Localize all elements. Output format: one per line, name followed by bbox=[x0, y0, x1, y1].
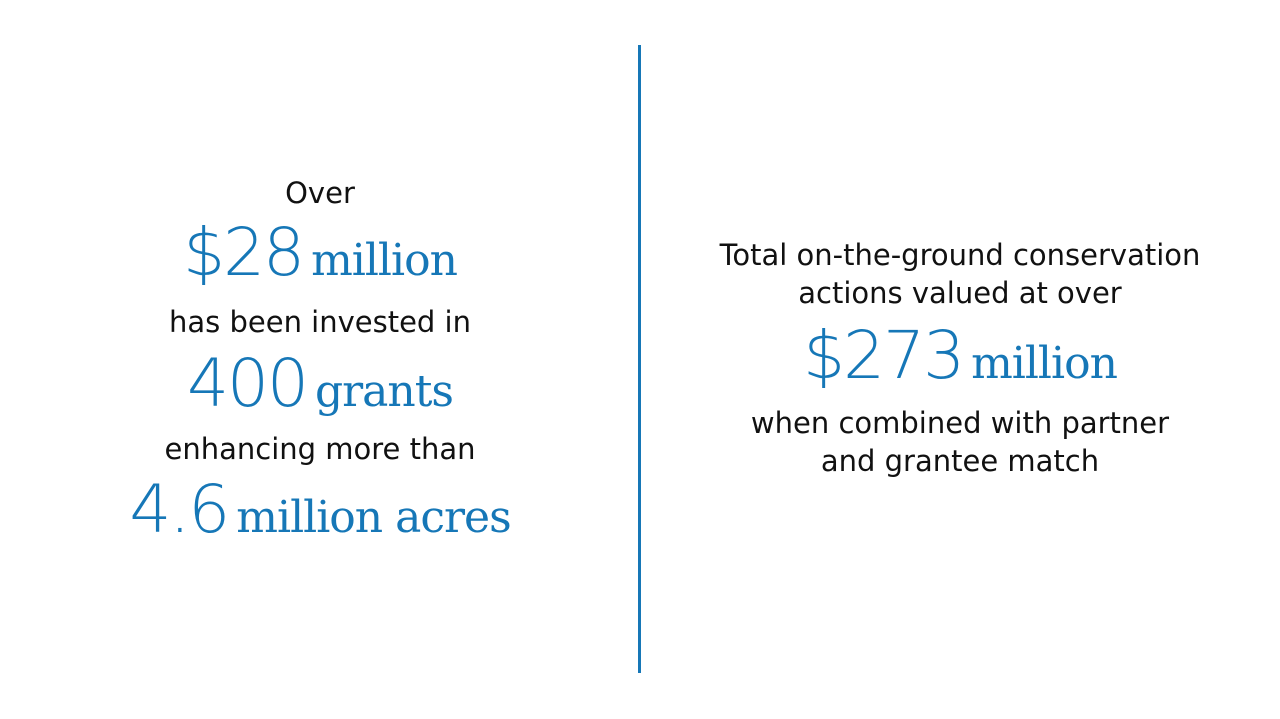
investment-unit: million bbox=[311, 235, 458, 286]
right-column: Total on-the-ground conservation actions… bbox=[640, 0, 1280, 719]
valued-text: actions valued at over bbox=[798, 276, 1122, 310]
divider bbox=[638, 45, 641, 673]
total-amount: $273 bbox=[803, 317, 965, 394]
total-stat: $273 million bbox=[640, 321, 1280, 408]
acres-unit: million acres bbox=[236, 492, 511, 543]
match-text: and grantee match bbox=[820, 444, 1100, 478]
investment-amount: $28 bbox=[183, 214, 305, 291]
over-text: Over bbox=[285, 176, 355, 210]
total-unit: million bbox=[971, 338, 1118, 389]
grants-unit: grants bbox=[314, 366, 454, 417]
enhancing-text: enhancing more than bbox=[164, 432, 476, 466]
combined-text: when combined with partner bbox=[750, 406, 1170, 440]
acres-count: 4.6 bbox=[129, 471, 230, 548]
total-text: Total on-the-ground conservation bbox=[719, 238, 1201, 272]
invested-text: has been invested in bbox=[169, 305, 471, 339]
grants-count: 400 bbox=[186, 345, 309, 422]
acres-stat: 4.6 million acres bbox=[0, 475, 640, 562]
investment-stat: $28 million bbox=[0, 218, 640, 305]
grants-stat: 400 grants bbox=[0, 349, 640, 436]
left-column: Over $28 million has been invested in 400… bbox=[0, 176, 640, 562]
